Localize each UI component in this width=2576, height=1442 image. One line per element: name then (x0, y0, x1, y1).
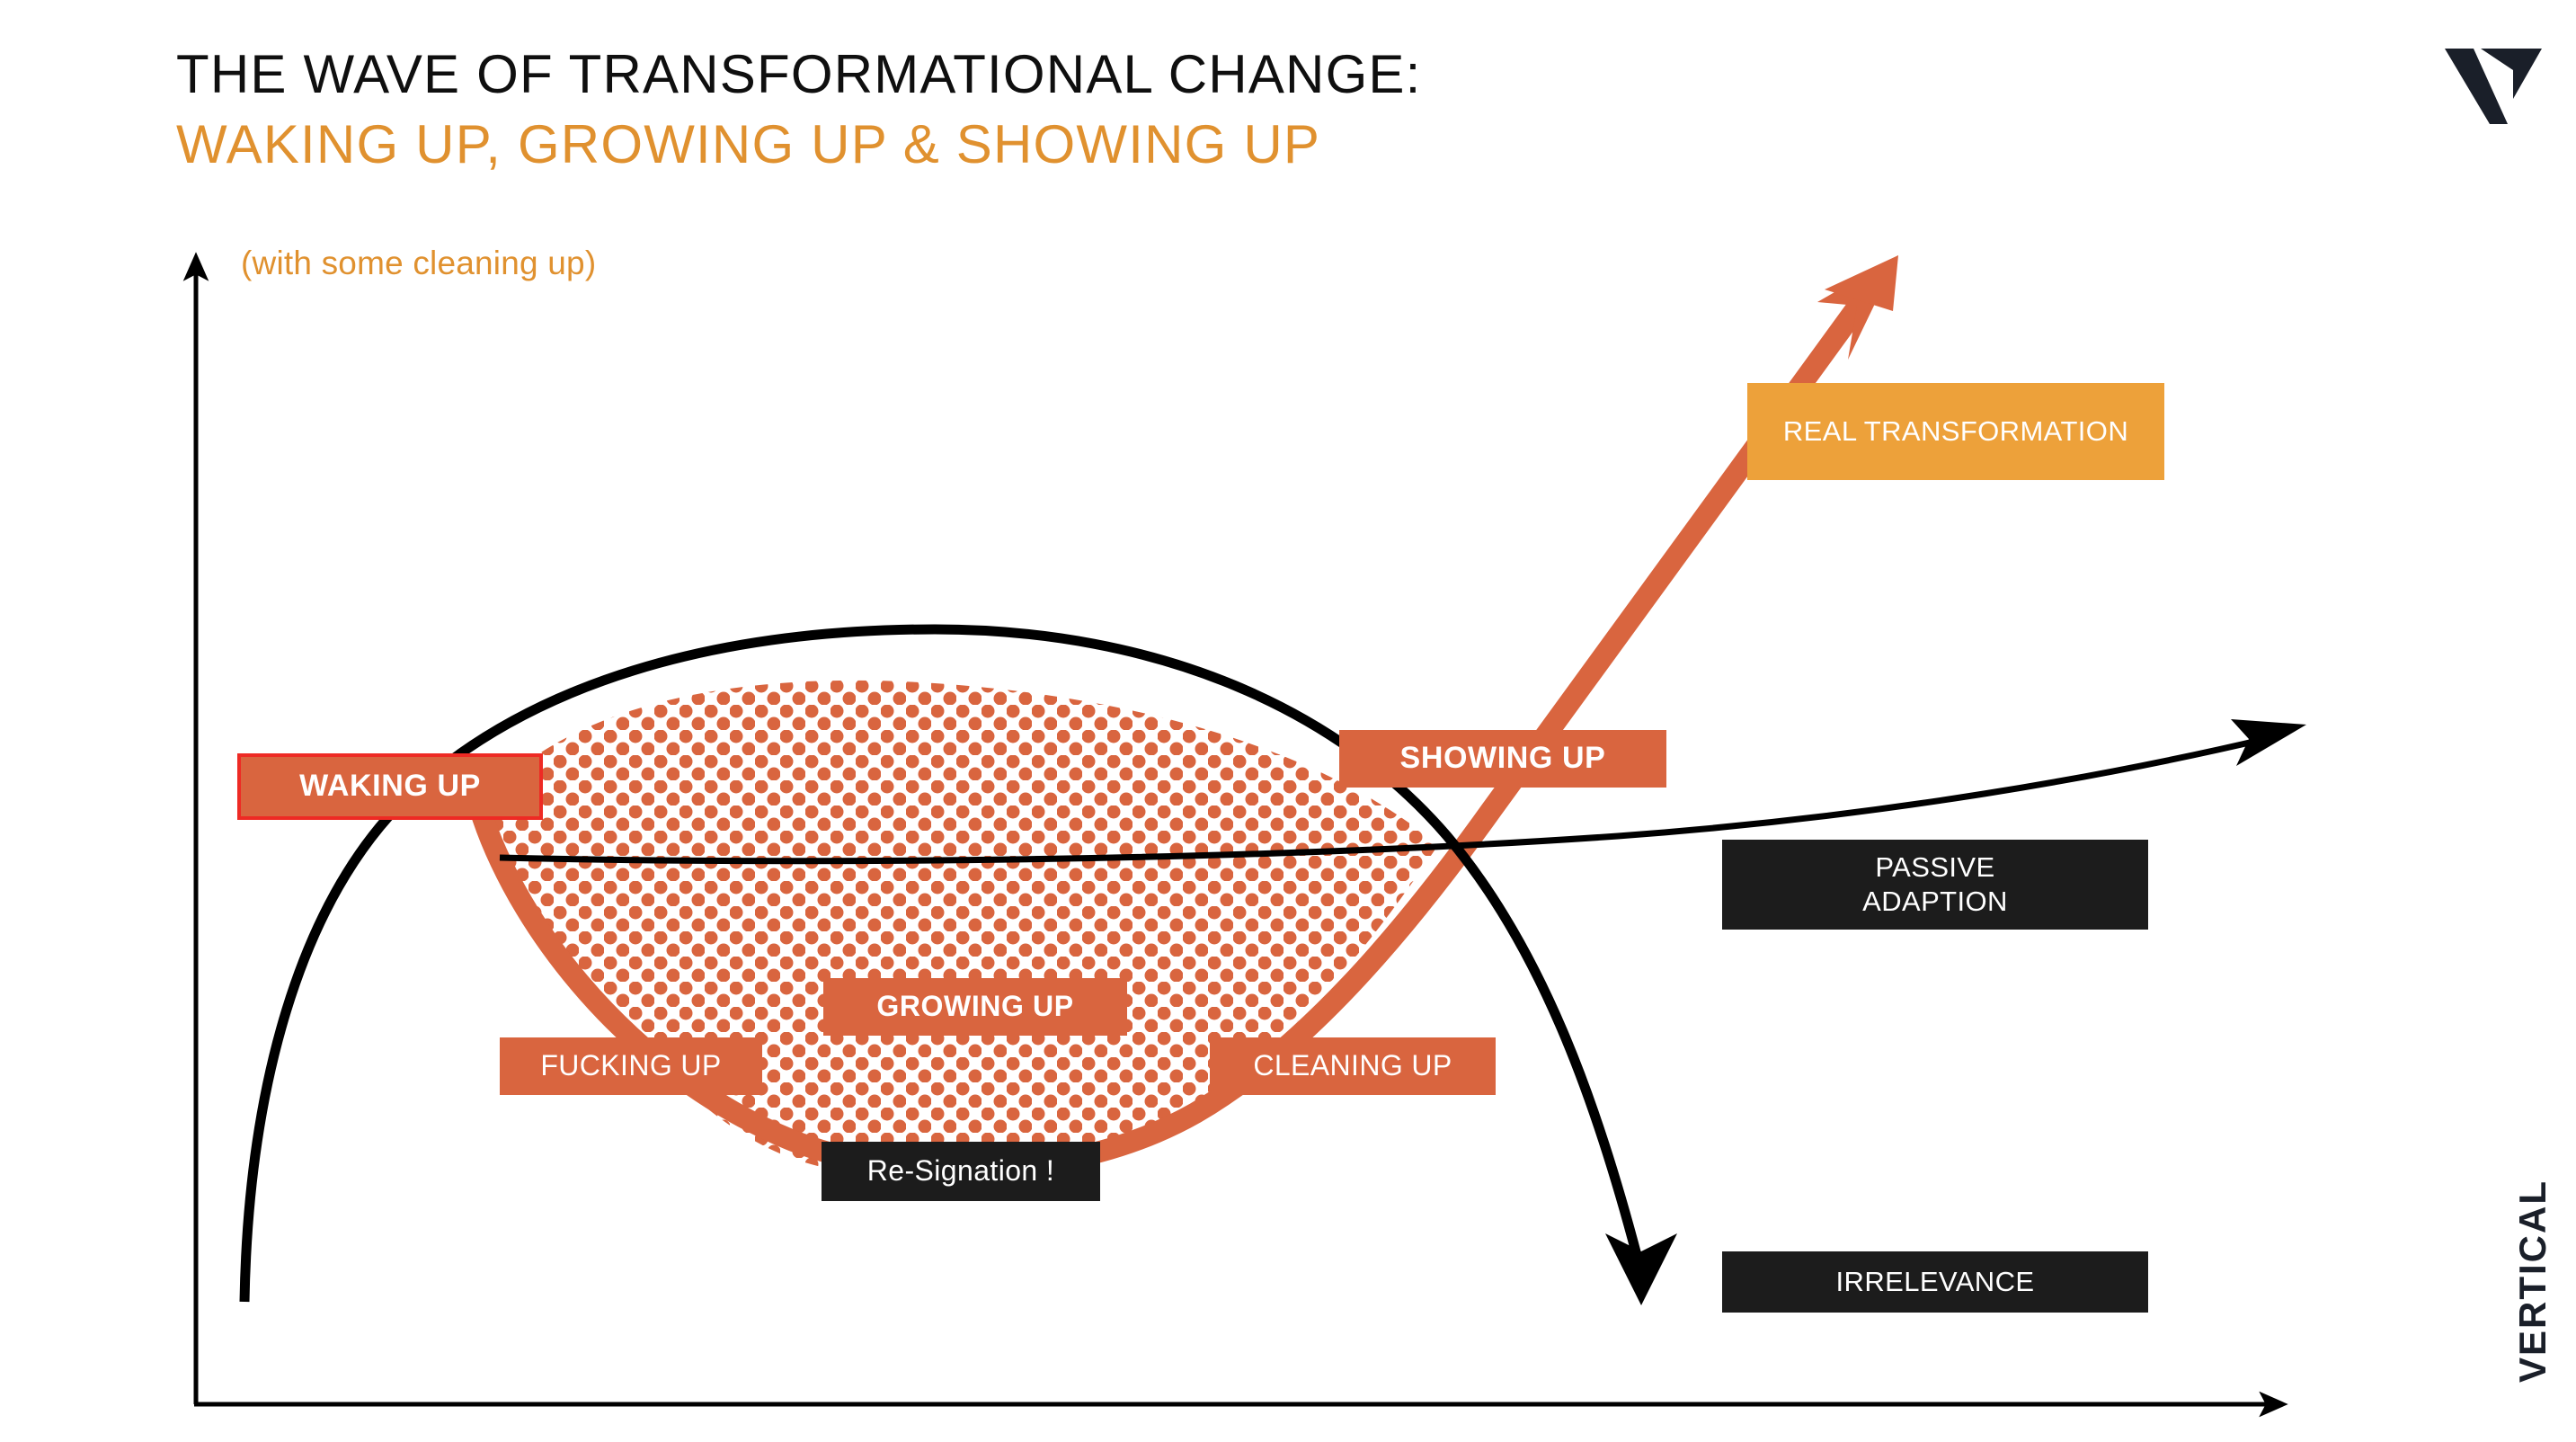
callout-resignation-label: Re-Signation ! (866, 1154, 1055, 1188)
callout-fucking-up-label: FUCKING UP (540, 1049, 722, 1082)
orange-arrow-head-wing (1825, 255, 1898, 311)
callout-real-transformation[interactable]: REAL TRANSFORMATION (1747, 383, 2164, 480)
callout-cleaning-up-label: CLEANING UP (1253, 1049, 1452, 1082)
black-bell-curve (239, 624, 1643, 1303)
callout-resignation[interactable]: Re-Signation ! (822, 1142, 1100, 1201)
callout-waking-up[interactable]: WAKING UP (237, 753, 543, 820)
callout-irrelevance-label: IRRELEVANCE (1835, 1266, 2035, 1298)
callout-growing-up-label: GROWING UP (876, 990, 1074, 1023)
page-title-line-2: WAKING UP, GROWING UP & SHOWING UP (176, 113, 1321, 174)
callout-showing-up-label: SHOWING UP (1399, 741, 1606, 776)
callout-irrelevance[interactable]: IRRELEVANCE (1722, 1251, 2148, 1313)
callout-showing-up[interactable]: SHOWING UP (1339, 730, 1666, 788)
passive-adaption-line (499, 735, 2266, 865)
page-title-line-1: THE WAVE OF TRANSFORMATIONAL CHANGE: (176, 44, 1422, 104)
callout-fucking-up[interactable]: FUCKING UP (500, 1037, 762, 1095)
chart-axes (182, 252, 2288, 1418)
callout-passive-adaption-line-1: PASSIVE (1875, 851, 1995, 884)
callout-cleaning-up[interactable]: CLEANING UP (1210, 1037, 1496, 1095)
vertical-v-logo-icon (2445, 49, 2542, 124)
passive-adaption-arrow-head (2231, 719, 2306, 766)
callout-growing-up[interactable]: GROWING UP (823, 978, 1127, 1036)
callout-waking-up-label: WAKING UP (299, 769, 481, 804)
bell-curve-arrow-head (1605, 1233, 1677, 1305)
callout-passive-adaption[interactable]: PASSIVE ADAPTION (1722, 840, 2148, 930)
callout-real-transformation-label: REAL TRANSFORMATION (1782, 415, 2129, 448)
title-block: THE WAVE OF TRANSFORMATIONAL CHANGE: WAK… (176, 43, 2243, 175)
page-subtitle: (with some cleaning up) (241, 245, 597, 281)
callout-passive-adaption-line-2: ADAPTION (1862, 886, 2008, 917)
